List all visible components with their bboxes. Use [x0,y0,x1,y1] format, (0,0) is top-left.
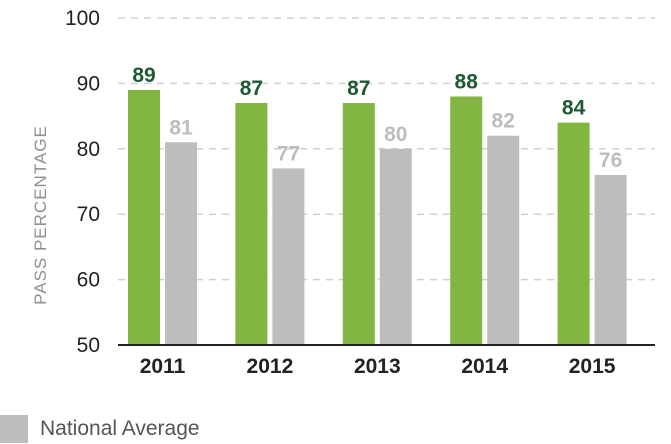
value-label-2013-series-1: 87 [347,77,370,100]
x-tick-2014: 2014 [461,355,508,378]
y-tick-90: 90 [77,72,100,95]
y-tick-labels: 50 60 70 80 90 100 [65,7,100,357]
x-tick-labels: 2011 2012 2013 2014 2015 [140,355,616,378]
bar-2015-series-2 [594,174,627,345]
value-label-2012-series-1: 87 [240,77,263,100]
y-tick-100: 100 [65,7,100,30]
y-tick-60: 60 [77,269,100,292]
value-label-2015-series-2: 76 [599,149,622,172]
bar-2012-series-1 [235,103,268,346]
y-axis-label: PASS PERCENTAGE [31,125,50,305]
bar-2013-series-2 [379,148,412,345]
bar-2015-series-1 [557,122,590,345]
value-label-2011-series-2: 81 [169,116,193,139]
value-label-2013-series-2: 80 [384,123,407,146]
bar-2011-series-1 [128,89,160,345]
legend-swatch-national-average [0,415,28,443]
bar-chart: 50 60 70 80 90 100 PASS PERCENTAGE 89 81 87 77 87… [31,7,655,378]
bar-2012-series-2 [272,168,305,345]
y-tick-50: 50 [77,334,100,357]
legend: National Average [0,414,200,444]
x-tick-2012: 2012 [247,355,294,378]
bars [128,89,627,346]
y-tick-70: 70 [77,203,100,226]
y-tick-80: 80 [77,138,100,161]
bar-2014-series-1 [450,96,483,345]
legend-label-national-average: National Average [40,417,200,440]
x-tick-2015: 2015 [569,355,616,378]
value-label-2014-series-1: 88 [455,70,479,93]
bar-2011-series-2 [165,142,197,345]
value-label-2012-series-2: 77 [277,142,300,165]
x-tick-2011: 2011 [140,355,186,378]
bar-2014-series-2 [487,135,520,345]
x-tick-2013: 2013 [354,355,401,378]
value-label-2011-series-1: 89 [132,64,155,87]
value-label-2015-series-1: 84 [562,97,586,120]
data-labels: 89 81 87 77 87 80 88 82 84 76 [132,64,622,172]
bar-2013-series-1 [342,103,375,346]
value-label-2014-series-2: 82 [492,110,515,133]
